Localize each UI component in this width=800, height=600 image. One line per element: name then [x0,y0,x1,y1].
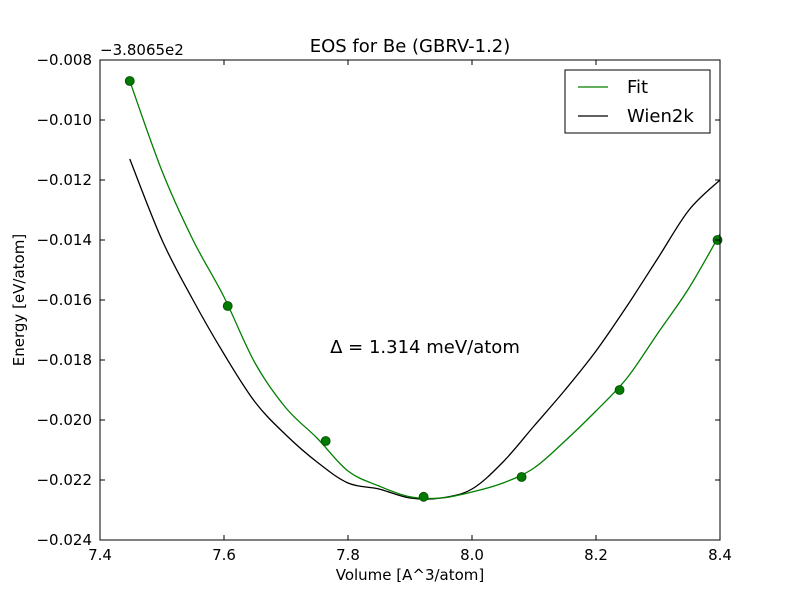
x-tick-label: 8.4 [708,546,732,564]
legend-fit-label: Fit [627,77,648,98]
y-offset-label: −3.8065e2 [100,41,184,59]
ticks-layer: 7.4 7.6 7.8 8.0 8.2 8.4 −0.024 −0.022 −0.020 −0.0… [36,51,731,564]
data-point-fit [516,472,527,482]
y-tick-label: −0.012 [36,171,92,189]
y-tick-label: −0.016 [36,291,92,309]
y-tick-label: −0.020 [36,411,92,429]
delta-annotation: Δ = 1.314 meV/atom [330,337,520,358]
y-tick-label: −0.022 [36,471,92,489]
y-tick-label: −0.024 [36,531,92,549]
data-point-fit [222,301,233,311]
legend: Fit Wien2k [564,69,711,134]
y-tick-label: −0.010 [36,111,92,129]
x-tick-label: 8.0 [460,546,484,564]
x-tick-label: 7.4 [88,546,112,564]
x-tick-label: 7.8 [336,546,360,564]
x-tick-label: 8.2 [584,546,608,564]
y-tick-label: −0.018 [36,351,92,369]
legend-box [564,69,711,134]
data-point-fit [614,385,625,395]
chart-title: EOS for Be (GBRV-1.2) [310,36,511,57]
y-axis-label: Energy [eV/atom] [10,234,28,366]
y-tick-label: −0.014 [36,231,92,249]
legend-wien2k-label: Wien2k [627,106,694,127]
x-axis-label: Volume [A^3/atom] [336,566,485,584]
series-line-fit [129,80,720,500]
x-tick-label: 7.6 [212,546,236,564]
y-tick-label: −0.008 [36,51,92,69]
data-point-fit [418,491,429,502]
data-point-fit [124,76,135,86]
data-point-fit [320,436,331,446]
